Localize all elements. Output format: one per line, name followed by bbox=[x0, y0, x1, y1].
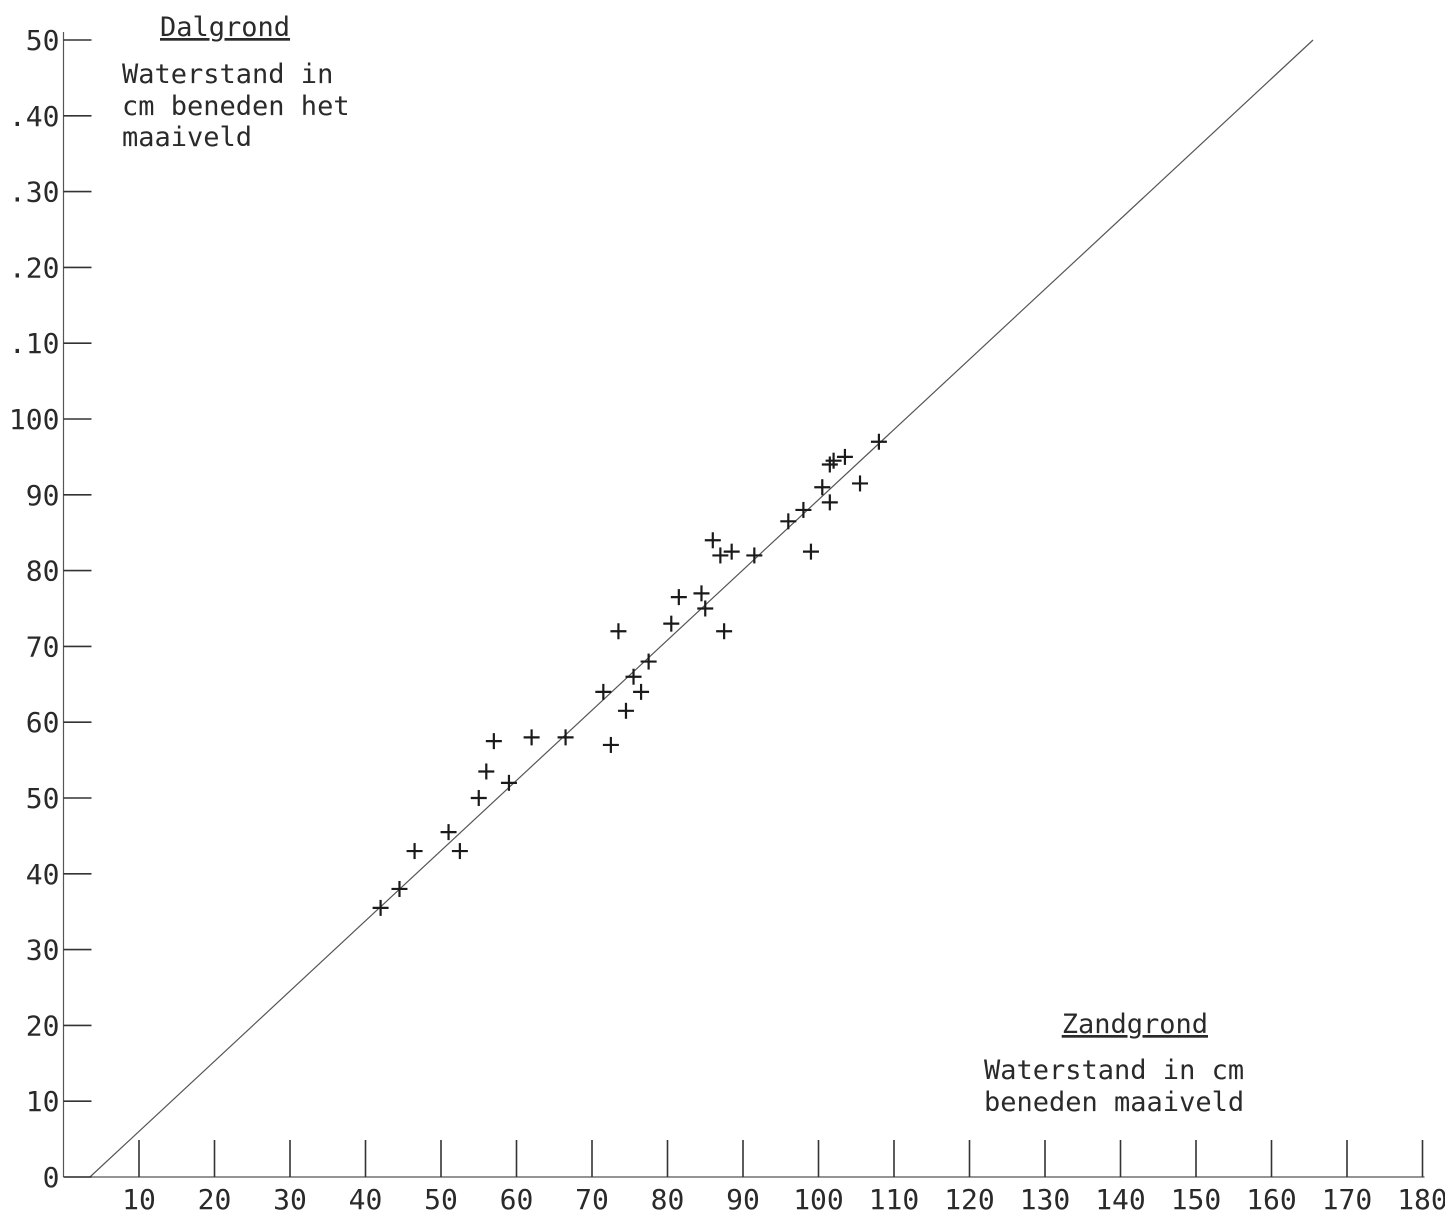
data-point bbox=[478, 763, 495, 780]
data-point bbox=[670, 589, 687, 606]
x-tick-label: 80 bbox=[651, 1183, 685, 1212]
data-point bbox=[821, 494, 838, 511]
x-tick-label: 100 bbox=[793, 1183, 844, 1212]
data-point bbox=[625, 668, 642, 685]
data-point bbox=[802, 543, 819, 560]
data-point bbox=[712, 547, 729, 564]
x-tick-label: 180 bbox=[1397, 1183, 1445, 1212]
x-tick-label: 150 bbox=[1171, 1183, 1222, 1212]
data-point bbox=[723, 543, 740, 560]
data-point bbox=[870, 433, 887, 450]
data-point bbox=[451, 843, 468, 860]
y-tick-label: 20 bbox=[26, 1009, 60, 1042]
y-tick-label: .40 bbox=[9, 100, 60, 133]
x-tick-label: 60 bbox=[500, 1183, 534, 1212]
y-tick-label: 100 bbox=[9, 403, 60, 436]
x-tick-label: 30 bbox=[273, 1183, 307, 1212]
zandgrond-note-line: Waterstand in cm bbox=[984, 1055, 1244, 1086]
y-axis-ticks: 0 10 20 30 40 50 60 70 80 90 100 .10 .20 .30 .40 50 bbox=[9, 24, 92, 1194]
x-tick-label: 130 bbox=[1020, 1183, 1071, 1212]
data-point bbox=[610, 623, 627, 640]
y-tick-label: 90 bbox=[26, 479, 60, 512]
y-tick-label: 50 bbox=[26, 24, 60, 57]
y-tick-label: .10 bbox=[9, 327, 60, 360]
dalgrond-note-line: maaiveld bbox=[122, 122, 252, 153]
data-point bbox=[485, 733, 502, 750]
x-tick-label: 170 bbox=[1322, 1183, 1373, 1212]
data-point bbox=[595, 683, 612, 700]
data-point bbox=[825, 452, 842, 469]
y-tick-label: 80 bbox=[26, 555, 60, 588]
x-tick-label: 160 bbox=[1246, 1183, 1297, 1212]
dalgrond-heading: Dalgrond bbox=[160, 12, 290, 43]
data-point bbox=[406, 843, 423, 860]
data-point bbox=[617, 702, 634, 719]
y-tick-label: .30 bbox=[9, 176, 60, 209]
zandgrond-heading: Zandgrond bbox=[1062, 1009, 1208, 1040]
data-point bbox=[780, 513, 797, 530]
data-point bbox=[602, 736, 619, 753]
data-point bbox=[795, 501, 812, 518]
y-tick-label: 40 bbox=[26, 858, 60, 891]
x-tick-label: 10 bbox=[122, 1183, 156, 1212]
x-tick-label: 140 bbox=[1095, 1183, 1146, 1212]
data-point bbox=[523, 729, 540, 746]
data-point bbox=[557, 729, 574, 746]
data-point bbox=[640, 653, 657, 670]
data-point bbox=[814, 479, 831, 496]
x-tick-label: 90 bbox=[726, 1183, 760, 1212]
data-point bbox=[704, 532, 721, 549]
y-tick-label: 30 bbox=[26, 934, 60, 967]
x-tick-label: 120 bbox=[944, 1183, 995, 1212]
data-point bbox=[836, 448, 853, 465]
data-point bbox=[821, 456, 838, 473]
y-tick-label: 50 bbox=[26, 782, 60, 815]
x-tick-label: 20 bbox=[198, 1183, 232, 1212]
data-point bbox=[693, 585, 710, 602]
data-point bbox=[852, 475, 869, 492]
y-tick-label: 60 bbox=[26, 706, 60, 739]
data-point bbox=[372, 899, 389, 916]
x-tick-label: 50 bbox=[424, 1183, 458, 1212]
data-point bbox=[633, 683, 650, 700]
y-tick-label: 70 bbox=[26, 630, 60, 663]
x-tick-label: 70 bbox=[575, 1183, 609, 1212]
data-point bbox=[746, 547, 763, 564]
dalgrond-note-line: Waterstand in bbox=[122, 59, 333, 90]
data-point bbox=[697, 600, 714, 617]
x-axis-ticks: 10 20 30 40 50 60 70 80 90 100 110 120 130 140 150 160 1… bbox=[122, 1140, 1445, 1212]
zandgrond-note-line: beneden maaiveld bbox=[984, 1087, 1244, 1118]
x-tick-label: 40 bbox=[349, 1183, 383, 1212]
y-tick-label: .20 bbox=[9, 251, 60, 284]
dalgrond-note-line: cm beneden het bbox=[122, 91, 350, 122]
data-point bbox=[470, 790, 487, 806]
data-point bbox=[663, 615, 680, 632]
data-point bbox=[716, 623, 733, 640]
y-tick-label: 10 bbox=[26, 1085, 60, 1118]
x-tick-label: 110 bbox=[869, 1183, 920, 1212]
data-point bbox=[500, 774, 517, 791]
data-points bbox=[372, 433, 887, 916]
y-tick-label: 0 bbox=[43, 1161, 60, 1194]
data-point bbox=[391, 880, 408, 897]
data-point bbox=[440, 824, 457, 841]
